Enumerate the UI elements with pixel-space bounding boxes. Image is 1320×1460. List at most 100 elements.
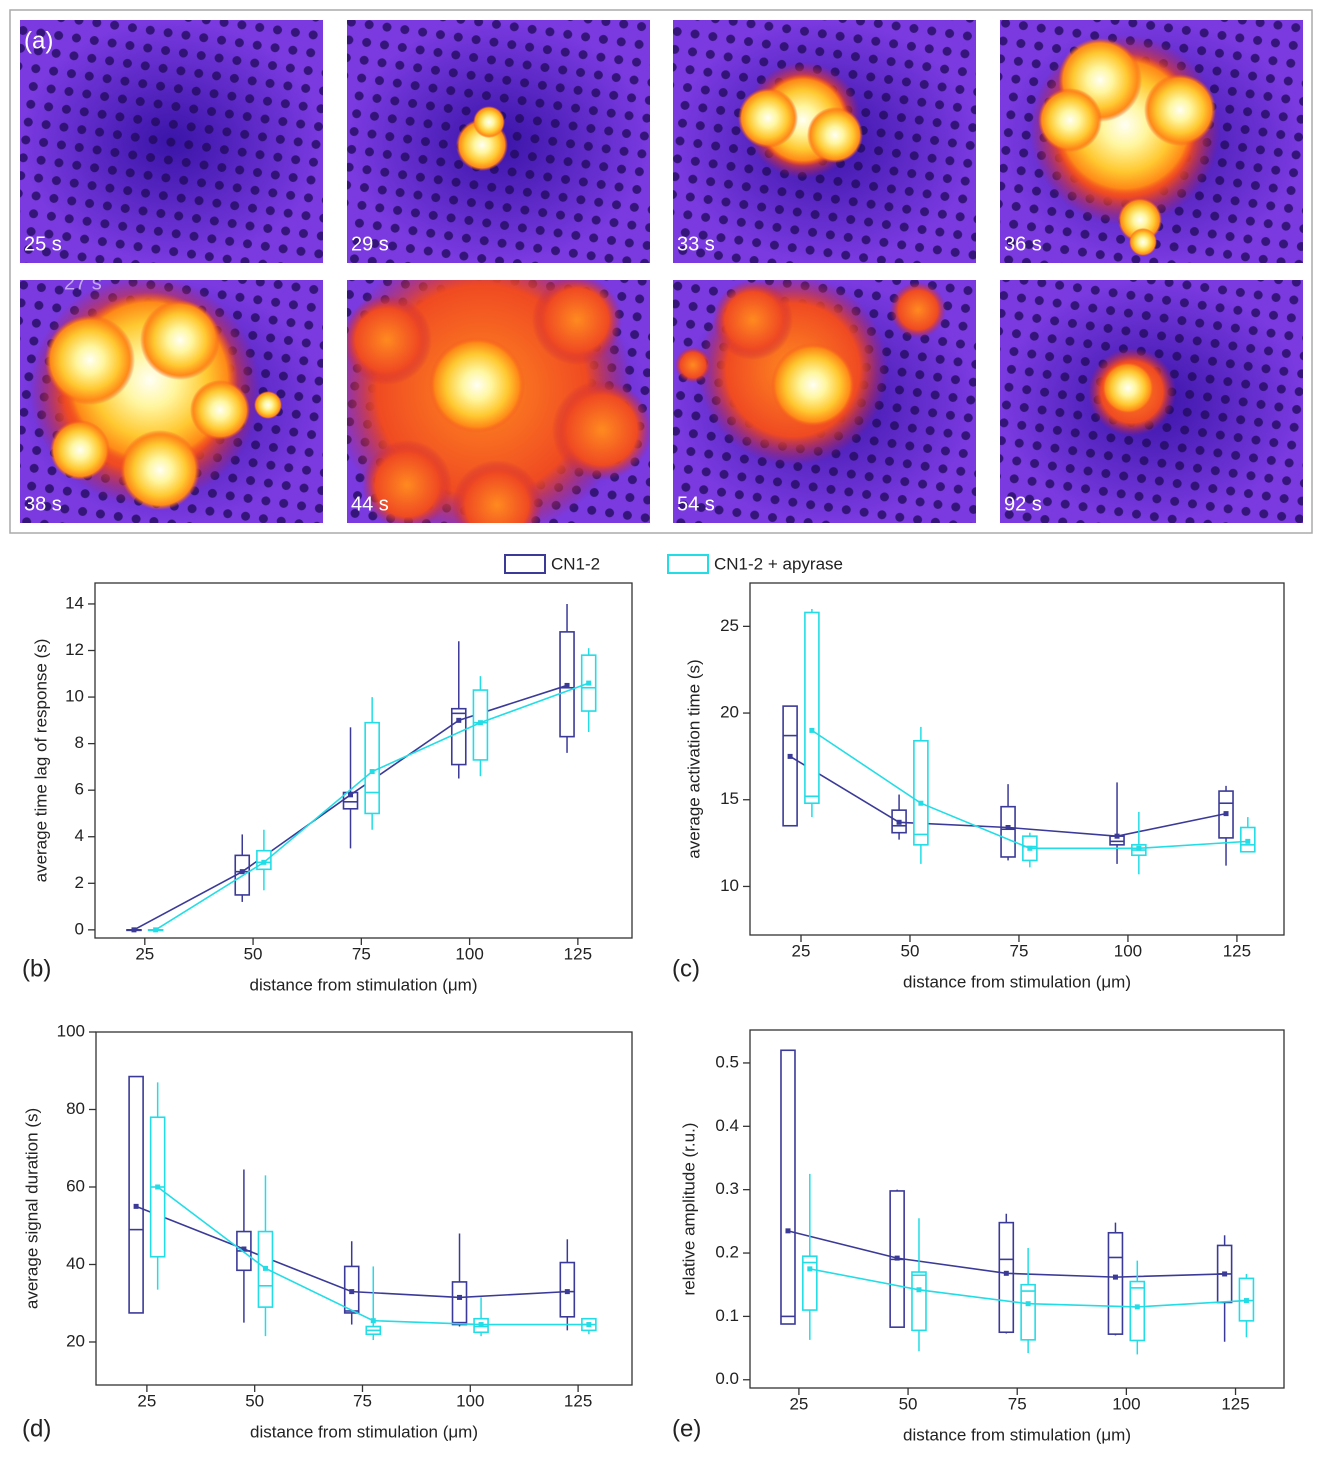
x-axis-title: distance from stimulation (μm) xyxy=(903,972,1131,991)
y-tick-label: 8 xyxy=(75,733,84,752)
x-axis-title: distance from stimulation (μm) xyxy=(249,975,477,994)
y-axis-title: relative amplitude (r.u.) xyxy=(679,1123,698,1296)
y-tick-label: 25 xyxy=(720,616,739,635)
box xyxy=(802,1255,818,1311)
y-tick-label: 4 xyxy=(75,826,84,845)
frame-label: 25 s xyxy=(24,233,62,255)
mean-marker xyxy=(787,753,793,759)
signal-blob xyxy=(1102,362,1154,414)
mean-marker xyxy=(1003,1270,1009,1276)
y-tick-label: 14 xyxy=(65,593,84,612)
signal-blob xyxy=(120,430,200,510)
mean-marker xyxy=(456,717,462,723)
box xyxy=(913,739,929,846)
mean-marker xyxy=(586,680,592,686)
box xyxy=(998,1221,1015,1334)
mean-marker xyxy=(785,1228,791,1234)
signal-blob xyxy=(362,440,452,523)
mean-marker xyxy=(1243,1298,1249,1304)
x-tick-label: 100 xyxy=(1112,1394,1140,1413)
signal-blob xyxy=(473,106,505,138)
mean-marker xyxy=(894,1255,900,1261)
y-tick-label: 0.0 xyxy=(715,1369,739,1388)
box xyxy=(1020,1283,1036,1341)
signal-blob xyxy=(50,420,110,480)
mean-marker xyxy=(133,1203,139,1209)
signal-blob xyxy=(552,380,650,480)
legend-label: CN1-2 xyxy=(551,554,600,573)
signal-blob xyxy=(713,280,793,360)
mean-marker xyxy=(1027,845,1033,851)
x-tick-label: 50 xyxy=(899,1394,918,1413)
mean-marker xyxy=(370,1318,376,1324)
x-tick-label: 75 xyxy=(352,944,371,963)
mean-marker xyxy=(896,819,902,825)
mean-marker xyxy=(131,927,137,933)
signal-blob xyxy=(771,343,855,427)
mean-marker xyxy=(807,1266,813,1272)
x-tick-label: 25 xyxy=(135,944,154,963)
y-tick-label: 20 xyxy=(66,1331,85,1350)
box xyxy=(128,1075,144,1314)
mean-marker xyxy=(1222,1271,1228,1277)
y-tick-label: 40 xyxy=(66,1254,85,1273)
y-tick-label: 60 xyxy=(66,1176,85,1195)
chart: 10 15 20 25 25 50 75 100 125 distance from stimul… xyxy=(672,582,1285,991)
frame xyxy=(347,280,650,523)
mean-marker xyxy=(239,869,245,875)
x-tick-label: 50 xyxy=(245,1391,264,1410)
x-tick-label: 25 xyxy=(789,1394,808,1413)
y-tick-label: 6 xyxy=(75,780,84,799)
plot-frame xyxy=(749,582,1285,936)
x-tick-label: 25 xyxy=(137,1391,156,1410)
mean-marker xyxy=(349,1289,355,1295)
signal-blob xyxy=(347,295,432,385)
y-tick-label: 0.3 xyxy=(715,1179,739,1198)
frame-label: 36 s xyxy=(1004,233,1042,255)
y-tick-label: 0.1 xyxy=(715,1306,739,1325)
mean-marker xyxy=(564,682,570,688)
x-tick-label: 50 xyxy=(901,941,920,960)
mean-marker xyxy=(1136,845,1142,851)
frame-label: 29 s xyxy=(351,233,389,255)
frame-dots xyxy=(20,20,323,263)
mean-marker xyxy=(1112,1274,1118,1280)
signal-blob xyxy=(532,280,622,365)
frame xyxy=(1000,280,1303,523)
x-tick-label: 50 xyxy=(244,944,263,963)
plot-frame xyxy=(95,1031,633,1386)
mean-marker xyxy=(1245,838,1251,844)
signal-blob xyxy=(807,107,863,163)
x-tick-label: 75 xyxy=(1008,1394,1027,1413)
y-tick-label: 15 xyxy=(720,789,739,808)
box xyxy=(780,1049,796,1325)
mean-marker xyxy=(1025,1301,1031,1307)
signal-blob xyxy=(190,380,250,440)
mean-marker xyxy=(241,1246,247,1252)
signal-blob xyxy=(890,282,946,338)
chart: 20 40 60 80 100 25 50 75 100 125 distance from sti… xyxy=(22,1021,633,1442)
y-axis-title: average activation time (s) xyxy=(684,659,703,858)
x-tick-label: 75 xyxy=(1010,941,1029,960)
x-tick-label: 125 xyxy=(1223,941,1251,960)
mean-marker xyxy=(1114,833,1120,839)
box xyxy=(1000,805,1016,858)
box xyxy=(804,611,820,805)
box xyxy=(911,1271,927,1332)
box xyxy=(364,721,380,815)
chart: 0 2 4 6 8 10 12 14 25 50 75 100 125 distance from sti… xyxy=(22,582,633,994)
x-axis-title: distance from stimulation (μm) xyxy=(903,1425,1131,1444)
box xyxy=(782,705,798,827)
signal-blob xyxy=(1144,74,1216,146)
box xyxy=(1129,1280,1146,1342)
mean-marker xyxy=(1223,811,1229,817)
mean-marker xyxy=(261,859,267,865)
chart: 0.0 0.1 0.2 0.3 0.4 0.5 25 50 75 100 125 distance f… xyxy=(672,1029,1285,1444)
mean-marker xyxy=(477,720,483,726)
legend-swatch xyxy=(667,554,709,574)
frame xyxy=(673,280,976,523)
mean-marker xyxy=(1005,824,1011,830)
x-tick-label: 100 xyxy=(456,1391,484,1410)
plot-frame xyxy=(749,1029,1285,1389)
